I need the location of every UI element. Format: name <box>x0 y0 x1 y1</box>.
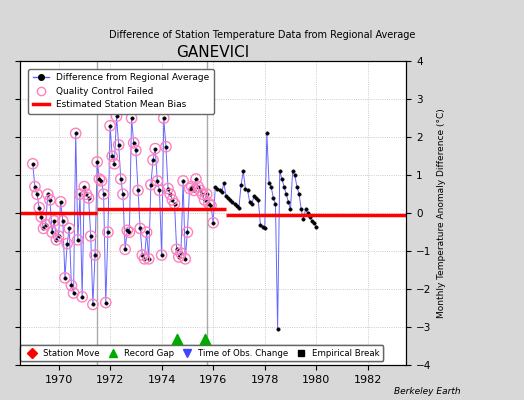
Point <box>50 218 58 224</box>
Point <box>48 229 56 236</box>
Point <box>190 187 198 194</box>
Point <box>147 182 155 188</box>
Point <box>80 184 89 190</box>
Y-axis label: Monthly Temperature Anomaly Difference (°C): Monthly Temperature Anomaly Difference (… <box>437 108 446 318</box>
Point <box>127 115 136 121</box>
Point <box>196 187 204 194</box>
Point <box>119 191 127 198</box>
Point <box>201 336 209 342</box>
Point <box>138 252 147 258</box>
Point <box>114 142 123 148</box>
Point <box>157 252 166 258</box>
Point <box>160 115 168 121</box>
Point <box>172 336 181 342</box>
Point <box>164 185 172 192</box>
Point <box>97 178 106 184</box>
Point <box>33 191 41 198</box>
Point <box>63 240 71 247</box>
Text: Difference of Station Temperature Data from Regional Average: Difference of Station Temperature Data f… <box>109 30 415 40</box>
Point <box>136 225 144 232</box>
Point <box>91 252 99 258</box>
Point <box>183 229 192 236</box>
Point <box>100 191 108 198</box>
Point <box>143 229 151 236</box>
Legend: Station Move, Record Gap, Time of Obs. Change, Empirical Break: Station Move, Record Gap, Time of Obs. C… <box>20 345 384 361</box>
Point <box>172 246 181 252</box>
Point <box>43 191 52 198</box>
Point <box>106 122 114 129</box>
Point <box>35 204 43 211</box>
Point <box>155 187 163 194</box>
Point <box>89 301 97 308</box>
Point <box>41 222 50 228</box>
Point <box>209 220 217 226</box>
Point <box>185 185 194 192</box>
Point <box>39 225 48 232</box>
Title: GANEVICI: GANEVICI <box>177 45 250 60</box>
Point <box>71 130 80 136</box>
Point <box>104 229 112 236</box>
Point <box>52 237 61 243</box>
Point <box>82 191 91 198</box>
Point <box>151 145 159 152</box>
Point <box>78 294 86 300</box>
Point <box>149 157 157 163</box>
Point <box>69 290 78 296</box>
Point <box>59 218 67 224</box>
Point <box>166 191 174 198</box>
Point <box>125 229 134 236</box>
Point <box>28 161 37 167</box>
Point <box>207 202 215 209</box>
Point <box>132 147 140 154</box>
Point <box>203 191 211 198</box>
Point <box>205 200 213 207</box>
Point <box>145 256 153 262</box>
Point <box>198 191 206 198</box>
Point <box>102 299 110 306</box>
Point <box>140 256 149 262</box>
Point <box>181 256 190 262</box>
Point <box>170 200 179 207</box>
Point <box>129 140 138 146</box>
Point <box>110 161 118 167</box>
Text: Berkeley Earth: Berkeley Earth <box>395 387 461 396</box>
Point <box>57 199 65 205</box>
Point <box>179 178 187 184</box>
Point <box>108 153 116 160</box>
Point <box>84 195 93 201</box>
Point <box>200 197 209 203</box>
Point <box>121 246 129 252</box>
Point <box>177 250 185 256</box>
Point <box>54 233 63 239</box>
Point <box>76 191 84 198</box>
Point <box>74 237 82 243</box>
Point <box>37 214 46 220</box>
Point <box>153 178 161 184</box>
Point <box>86 233 95 239</box>
Point <box>112 113 121 120</box>
Point <box>46 197 54 203</box>
Point <box>61 275 69 281</box>
Point <box>168 197 177 203</box>
Point <box>93 159 101 165</box>
Point <box>67 282 75 289</box>
Point <box>31 184 39 190</box>
Point <box>192 176 200 182</box>
Point <box>162 144 170 150</box>
Point <box>194 184 202 190</box>
Point <box>174 254 183 260</box>
Point <box>65 225 73 232</box>
Point <box>95 176 104 182</box>
Point <box>117 176 125 182</box>
Point <box>123 227 132 234</box>
Point <box>188 184 196 190</box>
Point <box>134 187 142 194</box>
